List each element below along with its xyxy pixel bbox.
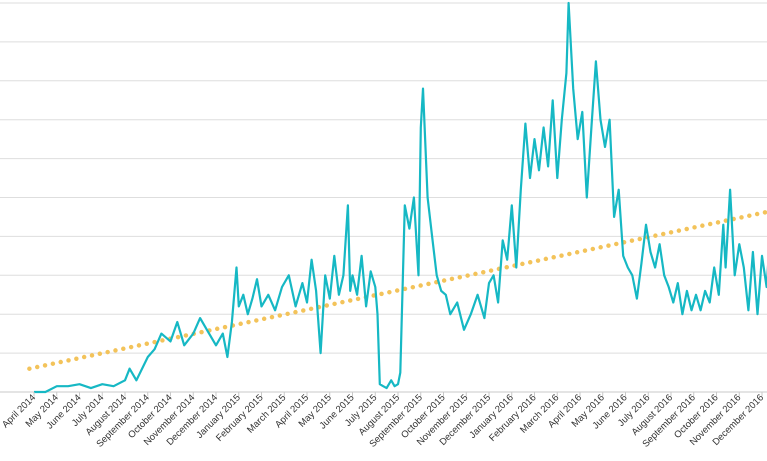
series-line [34, 1, 767, 394]
trendline-series [27, 209, 767, 371]
data-series [34, 1, 767, 394]
gridlines [0, 2, 767, 393]
trendline [27, 209, 767, 371]
